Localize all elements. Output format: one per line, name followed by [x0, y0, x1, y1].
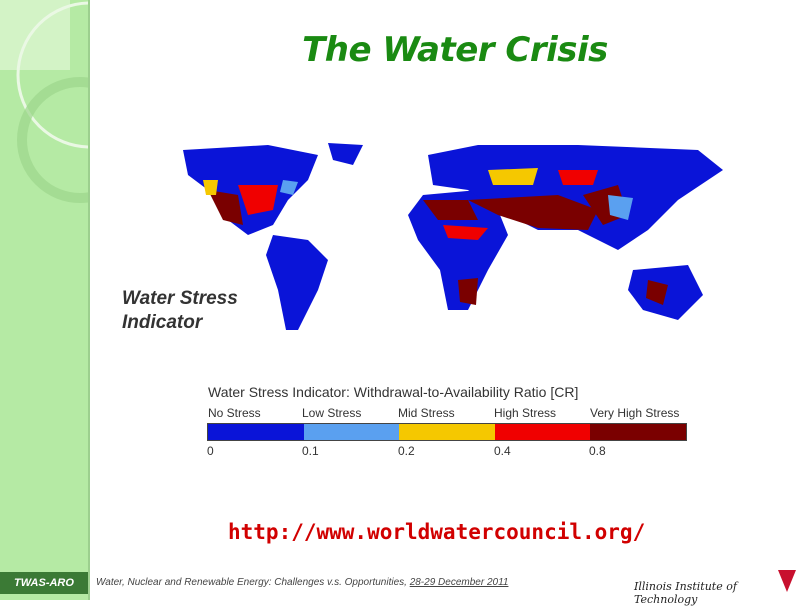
legend-title: Water Stress Indicator: Withdrawal-to-Av… [208, 384, 579, 400]
legend-swatch [208, 424, 304, 440]
africa [408, 190, 508, 310]
slide-title: The Water Crisis [302, 30, 608, 70]
legend-tick: 0.2 [398, 444, 415, 458]
south-america [266, 235, 328, 330]
legend-category: Mid Stress [398, 406, 455, 420]
legend-category: No Stress [208, 406, 261, 420]
legend-swatch [303, 424, 400, 440]
map-label-line2: Indicator [122, 312, 203, 333]
footer-text: Water, Nuclear and Renewable Energy: Cha… [96, 577, 508, 588]
slide-sidebar: TWAS-ARO [0, 0, 90, 600]
map-label-line1: Water Stress [122, 288, 238, 309]
source-link[interactable]: http://www.worldwatercouncil.org/ [228, 520, 646, 544]
twas-aro-badge: TWAS-ARO [0, 572, 88, 594]
legend-category: High Stress [494, 406, 557, 420]
legend-tick: 0.1 [302, 444, 319, 458]
legend-color-bar [207, 423, 687, 441]
legend-swatch [399, 424, 495, 440]
legend-category: Very High Stress [590, 406, 680, 420]
greenland [328, 143, 363, 165]
footer-conference: Water, Nuclear and Renewable Energy: Cha… [96, 577, 410, 588]
iit-logo-icon [778, 570, 796, 592]
legend-category: Low Stress [302, 406, 362, 420]
legend-swatch [590, 424, 686, 440]
legend-tick: 0 [207, 444, 214, 458]
map-label: Water Stress Indicator [122, 287, 238, 335]
footer-date: 28-29 December 2011 [409, 577, 509, 588]
world-water-stress-map [183, 143, 723, 330]
circle-decoration [16, 1, 88, 203]
legend-tick: 0.4 [494, 444, 511, 458]
legend-swatch [494, 424, 591, 440]
legend-tick: 0.8 [589, 444, 606, 458]
